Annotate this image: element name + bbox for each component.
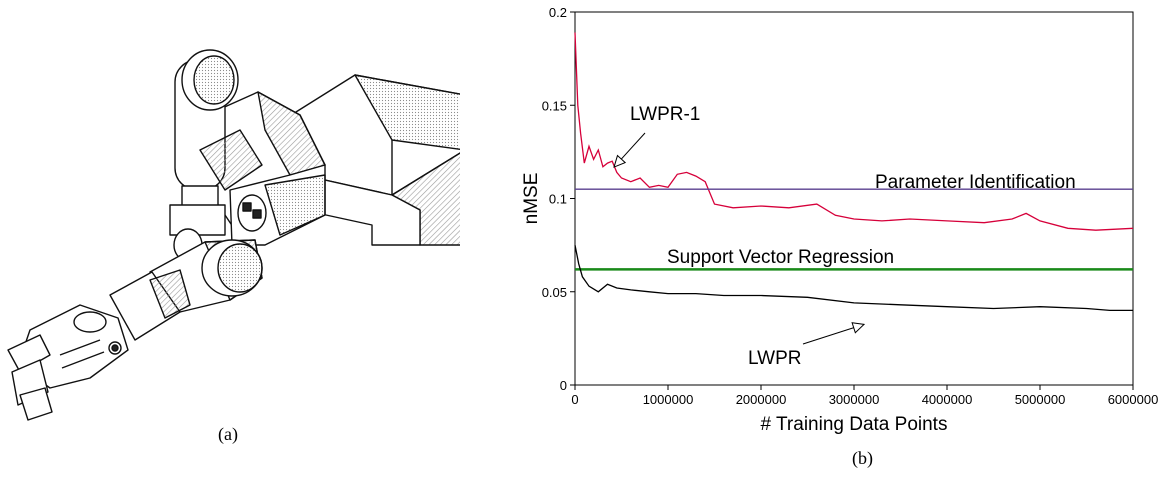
series-line-lwpr bbox=[574, 244, 1133, 312]
x-tick-label: 4000000 bbox=[922, 392, 973, 407]
panel-b-label: (b) bbox=[852, 448, 873, 468]
series-line-lwpr-1 bbox=[574, 32, 1134, 231]
x-tick-label: 2000000 bbox=[736, 392, 787, 407]
chart-axes: 0 1000000 2000000 3000000 4000000 5000000 6000… bbox=[521, 5, 1158, 435]
annotation-lwpr-1-arrow-head bbox=[613, 154, 627, 168]
robot-arm-drawing bbox=[7, 49, 466, 421]
y-tick-label: 0.05 bbox=[542, 285, 567, 300]
annotation-lwpr-1: LWPR-1 bbox=[630, 104, 700, 125]
nmse-chart: 0 1000000 2000000 3000000 4000000 5000000 6000… bbox=[521, 5, 1158, 435]
chart-series bbox=[574, 32, 1134, 312]
annotation-support-vector-regression: Support Vector Regression bbox=[667, 247, 894, 268]
y-tick-label: 0 bbox=[560, 378, 567, 393]
x-tick-label: 5000000 bbox=[1015, 392, 1066, 407]
annotation-lwpr: LWPR bbox=[748, 348, 801, 369]
chart-annotations: LWPR-1 Parameter Identification Support Ve… bbox=[613, 104, 1076, 369]
annotation-lwpr-arrow-head bbox=[851, 322, 866, 334]
x-tick-label: 1000000 bbox=[643, 392, 694, 407]
x-tick-label: 3000000 bbox=[829, 392, 880, 407]
y-tick-label: 0.1 bbox=[549, 192, 567, 207]
y-axis-label: nMSE bbox=[521, 173, 542, 225]
robot-arm-illustration bbox=[0, 0, 466, 474]
y-tick-label: 0.2 bbox=[549, 5, 567, 20]
panel-a-label: (a) bbox=[218, 424, 238, 444]
y-tick-label: 0.15 bbox=[542, 98, 567, 113]
x-tick-label: 6000000 bbox=[1108, 392, 1159, 407]
annotation-parameter-identification: Parameter Identification bbox=[875, 172, 1076, 193]
nmse-chart-panel: 0 1000000 2000000 3000000 4000000 5000000 6000… bbox=[520, 0, 1167, 474]
x-tick-label: 0 bbox=[571, 392, 578, 407]
x-axis-label: # Training Data Points bbox=[761, 414, 948, 435]
